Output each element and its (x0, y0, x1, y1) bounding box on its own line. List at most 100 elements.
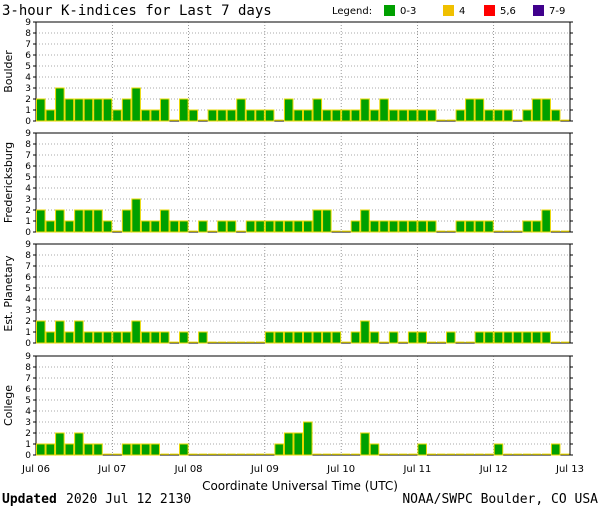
bar (64, 443, 75, 456)
bar (140, 109, 151, 122)
bar (474, 220, 485, 233)
bar (74, 432, 84, 456)
bar (531, 220, 542, 233)
bar (379, 220, 389, 233)
bar (140, 443, 151, 456)
y-tick-label: 2 (25, 206, 31, 216)
bar (179, 443, 189, 456)
y-tick-label: 4 (25, 407, 31, 417)
bar (93, 331, 103, 344)
y-tick-label: 0 (25, 228, 31, 238)
bar (159, 98, 170, 122)
bar (407, 220, 418, 233)
bar (274, 220, 284, 233)
bar (255, 109, 265, 122)
bar (369, 443, 380, 456)
bar (102, 331, 113, 344)
x-tick-label: Jul 10 (326, 464, 355, 475)
bar (322, 209, 332, 233)
bar (150, 443, 160, 456)
panel-frame (35, 243, 571, 344)
bar (131, 198, 141, 233)
y-tick-label: 1 (25, 106, 31, 116)
y-tick-label: 7 (25, 40, 31, 50)
legend-item-label: 0-3 (400, 6, 416, 17)
bar (303, 109, 313, 122)
bar (417, 331, 427, 344)
y-tick-label: 2 (25, 95, 31, 105)
bar (264, 331, 275, 344)
bar (264, 109, 275, 122)
bar (484, 109, 494, 122)
bar (36, 209, 46, 233)
y-tick-label: 5 (25, 396, 31, 406)
y-tick-label: 3 (25, 84, 31, 94)
bar (112, 109, 122, 122)
bar (255, 220, 265, 233)
bar (283, 432, 294, 456)
panel-label: Boulder (2, 50, 15, 93)
bar (45, 109, 56, 122)
bar (379, 98, 389, 122)
bar (369, 331, 380, 344)
y-tick-label: 9 (25, 352, 31, 362)
bar (64, 331, 75, 344)
bar (426, 109, 437, 122)
bar (303, 220, 313, 233)
y-tick-label: 7 (25, 374, 31, 384)
bar (236, 98, 246, 122)
y-tick-label: 9 (25, 240, 31, 250)
bar (426, 220, 437, 233)
bar (512, 331, 523, 344)
bar (293, 220, 304, 233)
x-axis-title: Coordinate Universal Time (UTC) (202, 479, 398, 493)
bar (360, 432, 370, 456)
bar (36, 320, 46, 344)
y-tick-label: 1 (25, 217, 31, 227)
bar (360, 209, 370, 233)
bar (217, 220, 227, 233)
bar (55, 209, 65, 233)
bar (455, 220, 466, 233)
y-tick-label: 1 (25, 440, 31, 450)
bar (226, 109, 237, 122)
bar (283, 331, 294, 344)
bar (121, 98, 132, 122)
bar (388, 220, 399, 233)
x-tick-label: Jul 06 (21, 464, 50, 475)
y-tick-label: 8 (25, 251, 31, 261)
bar (150, 220, 160, 233)
bar (322, 331, 332, 344)
bar (446, 331, 456, 344)
y-tick-label: 5 (25, 284, 31, 294)
bar (493, 109, 504, 122)
bar (140, 331, 151, 344)
bar (322, 109, 332, 122)
bar (303, 331, 313, 344)
y-tick-label: 0 (25, 339, 31, 349)
bar (398, 109, 408, 122)
legend-swatch-1 (443, 5, 454, 16)
y-tick-label: 4 (25, 73, 31, 83)
x-tick-label: Jul 07 (97, 464, 126, 475)
y-tick-label: 9 (25, 129, 31, 139)
bar (198, 331, 208, 344)
bar (83, 98, 94, 122)
y-tick-label: 3 (25, 306, 31, 316)
legend-label: Legend: (332, 6, 372, 17)
bar (474, 98, 485, 122)
y-tick-label: 8 (25, 363, 31, 373)
bar (64, 98, 75, 122)
y-tick-label: 9 (25, 18, 31, 28)
legend-swatch-3 (533, 5, 544, 16)
bar (45, 220, 56, 233)
bar (121, 209, 132, 233)
bar (350, 109, 361, 122)
bar (264, 220, 275, 233)
bar (417, 443, 427, 456)
bar (83, 331, 94, 344)
bar (150, 331, 160, 344)
